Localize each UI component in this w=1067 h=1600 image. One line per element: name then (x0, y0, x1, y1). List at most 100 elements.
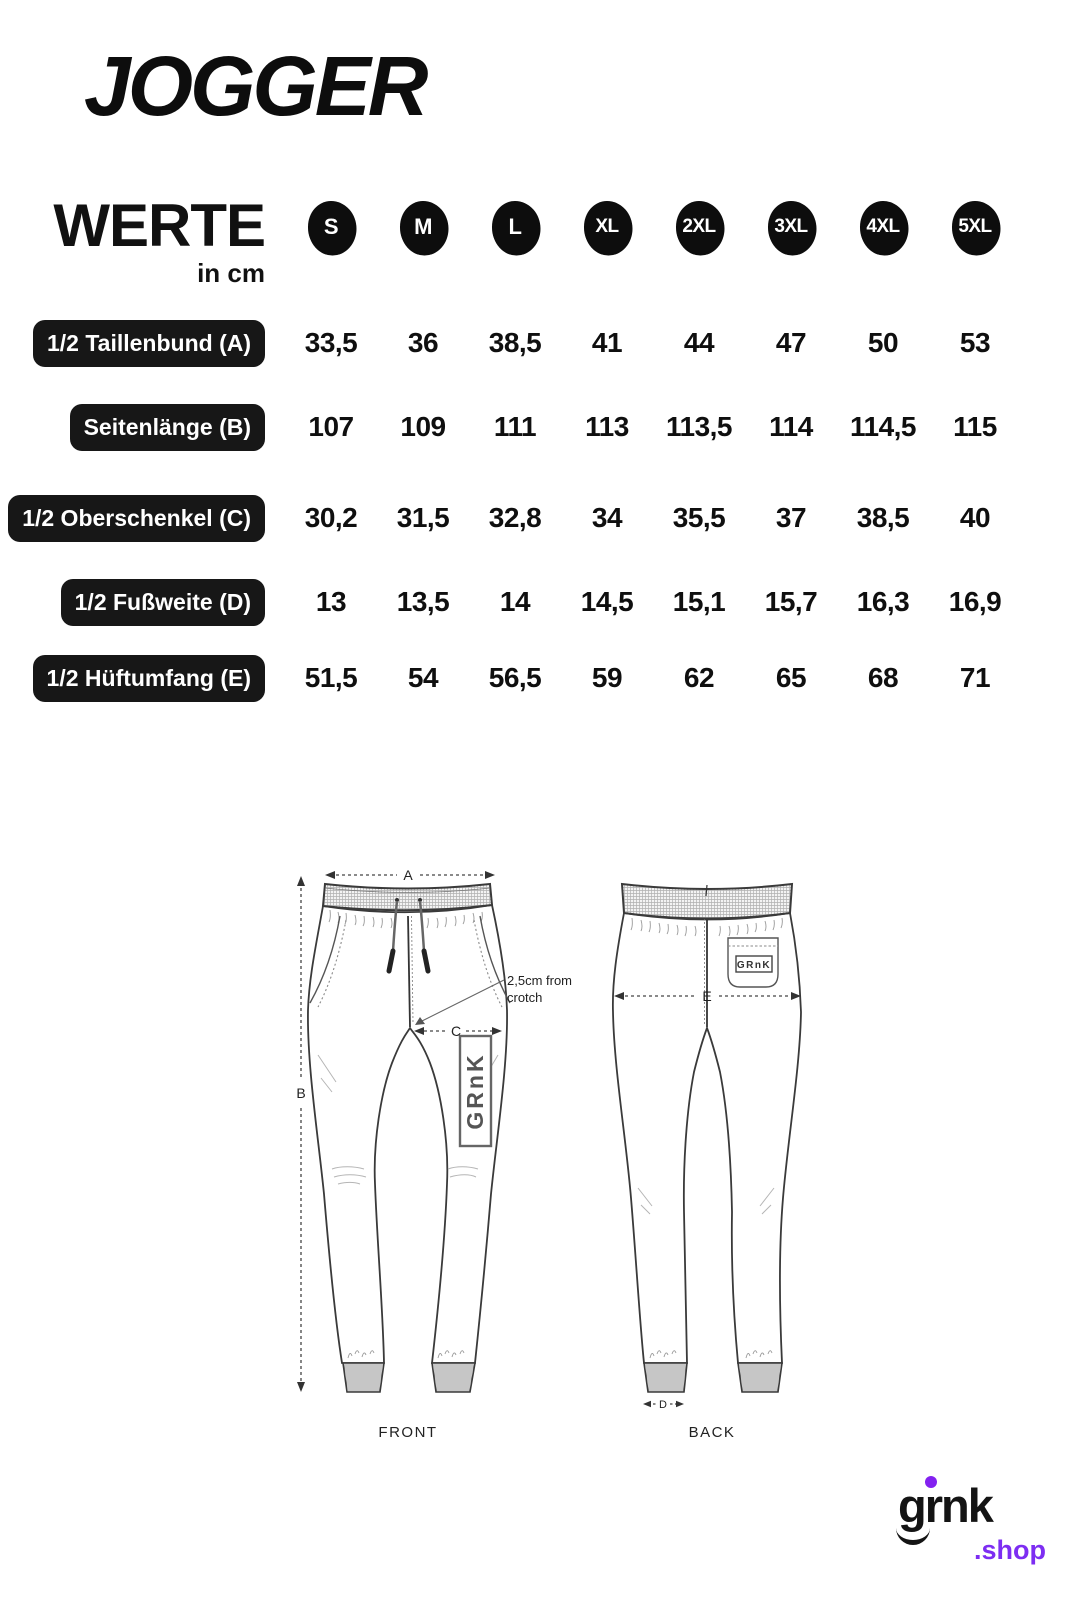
measure-b: B (296, 876, 306, 1392)
back-fray-marks (630, 917, 783, 937)
front-leg-label: GRnK (462, 1052, 488, 1129)
cell-value: 38,5 (488, 327, 542, 358)
cell-value: 35,5 (672, 502, 726, 533)
measure-a-label: A (403, 867, 413, 883)
cell-value: 54 (407, 662, 439, 693)
crotch-annotation: 2,5cm from crotch (415, 973, 572, 1025)
cell-value: 65 (775, 662, 807, 693)
front-pocket-left (309, 915, 341, 1004)
table-row-fussweite: 1/2 Fußweite (D) 13 13,5 14 14,5 15,1 15… (0, 575, 1021, 629)
cell-value: 32,8 (488, 502, 542, 533)
cell-value: 15,1 (672, 586, 726, 617)
crotch-note-line2: crotch (507, 990, 542, 1005)
front-caption: FRONT (378, 1424, 437, 1441)
size-badge-xl: XL (583, 200, 631, 254)
front-drawstring-left (391, 900, 399, 952)
size-badge-5xl: 5XL (951, 200, 999, 254)
front-knee-marks (317, 1054, 499, 1185)
row-label: Seitenlänge (B) (69, 403, 265, 451)
front-waistband (321, 882, 494, 912)
back-caption: BACK (689, 1424, 736, 1441)
front-cuff-gathers (347, 1350, 465, 1359)
front-pocket-right (479, 915, 511, 1004)
size-badge-l: L (491, 200, 539, 254)
table-row-oberschenkel: 1/2 Oberschenkel (C) 30,2 31,5 32,8 34 3… (0, 491, 1021, 545)
size-header-row: S M L XL 2XL 3XL 4XL 5XL (0, 200, 1021, 254)
measure-c-label: C (451, 1023, 461, 1039)
size-label: 2XL (682, 216, 716, 237)
size-label: XL (595, 216, 619, 237)
front-view: GRnK A B C 2,5cm f (296, 867, 572, 1441)
cell-value: 115 (953, 411, 997, 442)
cell-value: 71 (959, 662, 991, 693)
back-view: GRnK E D BACK (611, 882, 802, 1441)
front-drawstring-right (418, 900, 426, 952)
brand-dot-icon (925, 1476, 937, 1488)
cell-value: 56,5 (488, 662, 542, 693)
brand-suffix: .shop (974, 1535, 1046, 1565)
back-waistband (620, 882, 794, 920)
brand-wordmark: grnk (896, 1476, 1048, 1545)
measure-c: C (414, 1023, 502, 1039)
unit-label: in cm (197, 258, 265, 288)
cell-value: 36 (407, 327, 439, 358)
front-cuff-right (431, 1362, 476, 1393)
cell-value: 16,9 (948, 586, 1002, 617)
back-cuff-left (643, 1362, 688, 1393)
cell-value: 51,5 (304, 662, 358, 693)
cell-value: 68 (867, 662, 899, 693)
back-pocket-label: GRnK (737, 960, 771, 971)
cell-value: 107 (308, 411, 354, 442)
cell-value: 16,3 (856, 586, 910, 617)
cell-value: 14 (499, 586, 531, 617)
front-center-seam (407, 915, 411, 1028)
cell-value: 30,2 (304, 502, 358, 533)
measure-e-label: E (702, 988, 711, 1004)
front-leg-label-box (458, 1034, 493, 1148)
row-label: 1/2 Taillenbund (A) (32, 319, 265, 367)
front-pocket-left-stitch (317, 919, 347, 1008)
measure-b-label: B (296, 1085, 305, 1101)
page-title: JOGGER (84, 39, 428, 133)
measure-d-label: D (659, 1399, 667, 1411)
cell-value: 113 (585, 411, 629, 442)
size-badge-s: S (307, 200, 355, 254)
table-header-label: WERTE in cm (0, 196, 266, 289)
brand-smile-icon (896, 1526, 930, 1545)
cell-value: 15,7 (764, 586, 818, 617)
back-pants-outline (611, 911, 802, 1364)
size-badge-2xl: 2XL (675, 200, 723, 254)
row-label: 1/2 Oberschenkel (C) (8, 494, 265, 542)
cell-value: 33,5 (304, 327, 358, 358)
cell-value: 38,5 (856, 502, 910, 533)
cell-value: 47 (775, 327, 807, 358)
cell-value: 114 (769, 411, 813, 442)
cell-value: 13 (315, 586, 347, 617)
row-label: 1/2 Hüftumfang (E) (32, 654, 265, 702)
size-badge-m: M (399, 200, 447, 254)
cell-value: 50 (867, 327, 899, 358)
size-label: M (414, 214, 432, 239)
table-row-seitenlaenge: Seitenlänge (B) 107 109 111 113 113,5 11… (0, 400, 1021, 454)
measure-a: A (325, 867, 495, 883)
cell-value: 113,5 (665, 411, 733, 442)
cell-value: 62 (683, 662, 715, 693)
cell-value: 34 (591, 502, 623, 533)
size-badge-4xl: 4XL (859, 200, 907, 254)
front-waistband-inner-line (324, 887, 491, 893)
back-knee-marks (637, 1187, 775, 1215)
cell-value: 37 (775, 502, 807, 533)
cell-value: 111 (493, 411, 537, 442)
back-cuff-right (737, 1362, 783, 1393)
cell-value: 13,5 (396, 586, 450, 617)
cell-value: 59 (591, 662, 623, 693)
cell-value: 41 (591, 327, 623, 358)
brand-logo: grnk .shop (896, 1476, 1048, 1566)
cell-value: 31,5 (396, 502, 450, 533)
size-label: 5XL (958, 216, 992, 237)
measure-e: E (614, 988, 801, 1004)
front-drawstring-left-tip (386, 948, 396, 974)
size-badge-3xl: 3XL (767, 200, 815, 254)
jogger-diagram-svg: GRnK A B C 2,5cm f (296, 867, 802, 1441)
